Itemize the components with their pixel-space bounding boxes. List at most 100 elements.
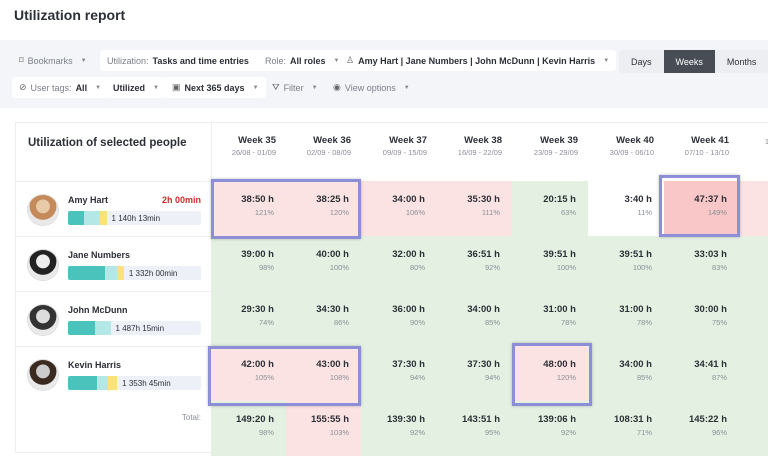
- percent-value: 11%: [637, 208, 652, 217]
- utilization-cell[interactable]: 31:00 h 78%: [512, 291, 588, 346]
- hours-value: 33:03 h: [694, 249, 727, 260]
- utilization-cell[interactable]: 20:15 h 63%: [512, 181, 588, 236]
- utilization-cell[interactable]: [739, 181, 768, 236]
- hours-value: 149:20 h: [235, 414, 274, 425]
- total-cell[interactable]: [739, 401, 768, 456]
- calendar-icon: ▣: [172, 82, 181, 92]
- utilization-dropdown[interactable]: Utilization:Tasks and time entries▼: [100, 50, 270, 71]
- total-cell[interactable]: 108:31 h 71%: [588, 401, 664, 456]
- filter-dropdown[interactable]: ⛛ Filter ▼: [272, 82, 318, 93]
- total-cell[interactable]: 139:06 h 92%: [512, 401, 588, 456]
- people-dropdown[interactable]: ♙ Amy Hart | Jane Numbers | John McDunn |…: [339, 50, 617, 71]
- percent-value: 111%: [481, 208, 500, 217]
- utilization-cell[interactable]: 38:50 h 121%: [211, 181, 286, 236]
- hours-value: 145:22 h: [688, 414, 727, 425]
- chevron-down-icon: ▼: [252, 84, 259, 91]
- utilization-cell[interactable]: 30:00 h 75%: [664, 291, 739, 346]
- percent-value: 78%: [560, 318, 576, 327]
- utilization-cell[interactable]: 34:00 h 85%: [588, 346, 664, 401]
- total-hours: 1 353h 45min: [122, 378, 171, 388]
- user-tags-dropdown[interactable]: ⊘ User tags: All ▼: [12, 77, 109, 98]
- view-months-button[interactable]: Months: [726, 56, 757, 67]
- utilization-cell[interactable]: 47:37 h 149%: [664, 181, 739, 236]
- utilization-cell[interactable]: 42:00 h 105%: [211, 346, 286, 401]
- total-cell[interactable]: 139:30 h 92%: [361, 401, 437, 456]
- utilization-cell[interactable]: 38:25 h 120%: [286, 181, 361, 236]
- week-header: Week 35 26/08 - 01/09: [211, 135, 286, 157]
- utilization-cell[interactable]: 34:00 h 85%: [437, 291, 512, 346]
- person-row[interactable]: Kevin Harris 1 353h 45min: [16, 346, 211, 401]
- total-cell[interactable]: 149:20 h 98%: [211, 401, 286, 456]
- utilization-cell[interactable]: 34:30 h 86%: [286, 291, 361, 346]
- utilization-cell[interactable]: [739, 291, 768, 346]
- week-header: Week 36 02/09 - 08/09: [286, 135, 361, 157]
- hours-value: 34:00 h: [619, 359, 652, 370]
- total-hours: 1 487h 15min: [115, 323, 165, 333]
- hours-value: 3:40 h: [624, 194, 652, 205]
- hours-value: 31:00 h: [543, 304, 576, 315]
- utilization-cell[interactable]: 29:30 h 74%: [211, 291, 286, 346]
- percent-value: 106%: [405, 208, 425, 217]
- person-row[interactable]: John McDunn 1 487h 15min: [16, 291, 211, 346]
- utilization-cell[interactable]: 43:00 h 108%: [286, 346, 361, 401]
- date-range-dropdown[interactable]: ▣ Next 365 days ▼: [165, 77, 266, 98]
- overallocation-highlight: [512, 343, 592, 406]
- week-dates: 02/09 - 08/09: [306, 148, 351, 157]
- chevron-down-icon: ▼: [80, 57, 87, 64]
- percent-value: 85%: [636, 373, 652, 382]
- utilization-cell[interactable]: [739, 236, 768, 291]
- person-name: Kevin Harris: [68, 360, 122, 370]
- percent-value: 98%: [258, 428, 274, 437]
- percent-value: 120%: [556, 373, 576, 382]
- overallocation-highlight: [659, 175, 740, 237]
- utilization-cell[interactable]: 33:03 h 83%: [664, 236, 739, 291]
- hours-value: 42:00 h: [241, 359, 274, 370]
- utilization-cell[interactable]: 36:00 h 90%: [361, 291, 437, 346]
- hours-value: 36:00 h: [392, 304, 425, 315]
- person-name: John McDunn: [68, 305, 128, 315]
- utilization-cell[interactable]: 39:00 h 98%: [211, 236, 286, 291]
- hours-value: 20:15 h: [543, 194, 576, 205]
- view-days-button[interactable]: Days: [631, 56, 652, 67]
- percent-value: 74%: [258, 318, 274, 327]
- role-dropdown[interactable]: Role: All roles ▼: [258, 50, 347, 71]
- person-row[interactable]: Amy Hart 2h 00min 1 140h 13min: [16, 181, 211, 236]
- hours-value: 38:25 h: [316, 194, 349, 205]
- utilization-cell[interactable]: 39:51 h 100%: [512, 236, 588, 291]
- utilization-cell[interactable]: 40:00 h 100%: [286, 236, 361, 291]
- utilization-cell[interactable]: 31:00 h 78%: [588, 291, 664, 346]
- view-options-dropdown[interactable]: ◉ View options ▼: [333, 82, 410, 93]
- utilization-table: Utilization of selected people Total: We…: [15, 122, 768, 456]
- utilization-cell[interactable]: 39:51 h 100%: [588, 236, 664, 291]
- workload-segment: [94, 321, 111, 335]
- utilization-cell[interactable]: 32:00 h 80%: [361, 236, 437, 291]
- utilization-cell[interactable]: [739, 346, 768, 401]
- overtime-label: 2h 00min: [161, 195, 201, 205]
- utilization-cell[interactable]: 48:00 h 120%: [512, 346, 588, 401]
- percent-value: 105%: [254, 373, 274, 382]
- utilization-cell[interactable]: 37:30 h 94%: [437, 346, 512, 401]
- total-cell[interactable]: 155:55 h 103%: [286, 401, 361, 456]
- utilization-cell[interactable]: 34:41 h 87%: [664, 346, 739, 401]
- percent-value: 149%: [707, 208, 727, 217]
- percent-value: 87%: [711, 373, 727, 382]
- workload-bar: 1 487h 15min: [68, 321, 201, 335]
- utilization-cell[interactable]: 34:00 h 106%: [361, 181, 437, 236]
- utilization-cell[interactable]: 3:40 h 11%: [588, 181, 664, 236]
- workload-segment: [83, 211, 100, 225]
- utilization-cell[interactable]: 35:30 h 111%: [437, 181, 512, 236]
- person-row[interactable]: Jane Numbers 1 332h 00min: [16, 236, 211, 291]
- workload-bar: 1 353h 45min: [68, 376, 201, 390]
- workload-segment: [68, 376, 98, 390]
- avatar: [28, 250, 58, 280]
- total-cell[interactable]: 145:22 h 96%: [664, 401, 739, 456]
- week-header: Week 37 09/09 - 15/09: [361, 135, 437, 157]
- utilized-dropdown[interactable]: Utilized ▼: [106, 77, 166, 98]
- utilization-cell[interactable]: 36:51 h 92%: [437, 236, 512, 291]
- bookmarks-dropdown[interactable]: ⌑ Bookmarks ▼: [19, 55, 87, 66]
- user-icon: ♙: [346, 55, 355, 65]
- total-cell[interactable]: 143:51 h 95%: [437, 401, 512, 456]
- percent-value: 98%: [258, 263, 274, 272]
- view-weeks-button[interactable]: Weeks: [663, 50, 715, 73]
- utilization-cell[interactable]: 37:30 h 94%: [361, 346, 437, 401]
